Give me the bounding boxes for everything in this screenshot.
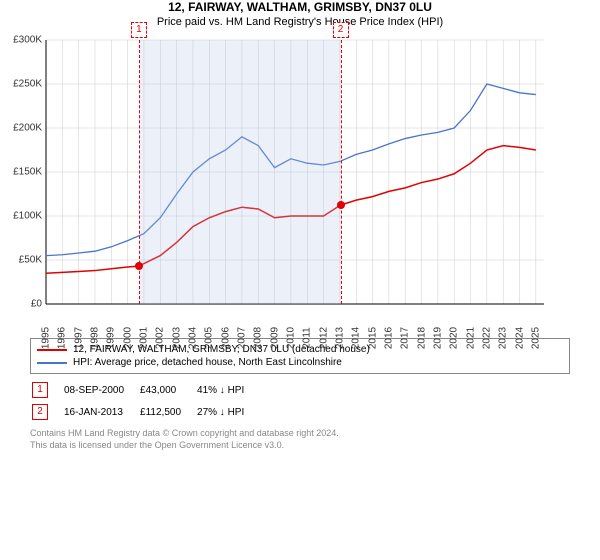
marker-badge: 1	[32, 382, 48, 398]
x-tick-label: 2016	[383, 327, 394, 349]
x-tick-label: 2018	[416, 327, 427, 349]
x-tick-label: 2025	[530, 327, 541, 349]
x-tick-label: 2019	[432, 327, 443, 349]
footer-line: Contains HM Land Registry data © Crown c…	[30, 428, 570, 440]
legend-swatch	[37, 362, 67, 364]
y-tick-label: £300K	[10, 35, 42, 46]
x-tick-label: 1997	[73, 327, 84, 349]
y-tick-label: £50K	[10, 255, 42, 266]
x-tick-label: 2002	[155, 327, 166, 349]
x-tick-label: 1998	[89, 327, 100, 349]
x-tick-label: 2006	[220, 327, 231, 349]
legend-row: HPI: Average price, detached house, Nort…	[37, 356, 563, 369]
x-tick-label: 2000	[122, 327, 133, 349]
x-tick-label: 2007	[236, 327, 247, 349]
legend-label: HPI: Average price, detached house, Nort…	[73, 357, 342, 368]
x-tick-label: 2009	[269, 327, 280, 349]
x-tick-label: 1996	[57, 327, 68, 349]
marker-table: 1 08-SEP-2000£43,00041% ↓ HPI 2 16-JAN-2013…	[30, 378, 260, 424]
footer-attribution: Contains HM Land Registry data © Crown c…	[30, 428, 570, 451]
chart-title: 12, FAIRWAY, WALTHAM, GRIMSBY, DN37 0LU	[0, 0, 600, 14]
x-tick-label: 2020	[449, 327, 460, 349]
x-tick-label: 2008	[253, 327, 264, 349]
marker-box: 1	[131, 22, 147, 38]
x-tick-label: 2023	[498, 327, 509, 349]
marker-delta: 41% ↓ HPI	[197, 380, 258, 400]
y-tick-label: £150K	[10, 167, 42, 178]
x-tick-label: 1995	[41, 327, 52, 349]
highlight-band	[139, 40, 341, 304]
marker-dot	[135, 262, 143, 270]
marker-price: £43,000	[140, 380, 195, 400]
x-tick-label: 2004	[187, 327, 198, 349]
marker-badge: 2	[32, 404, 48, 420]
x-tick-label: 2011	[302, 327, 313, 349]
x-tick-label: 2024	[514, 327, 525, 349]
x-tick-label: 2021	[465, 327, 476, 349]
x-tick-label: 2012	[318, 327, 329, 349]
marker-date: 08-SEP-2000	[64, 380, 138, 400]
x-tick-label: 2010	[285, 327, 296, 349]
y-tick-label: £100K	[10, 211, 42, 222]
chart-area: £0£50K£100K£150K£200K£250K£300K199519961…	[10, 34, 550, 334]
y-tick-label: £0	[10, 299, 42, 310]
x-tick-label: 2001	[138, 327, 149, 349]
y-tick-label: £250K	[10, 79, 42, 90]
x-tick-label: 1999	[106, 327, 117, 349]
marker-box: 2	[333, 22, 349, 38]
table-row: 2 16-JAN-2013£112,50027% ↓ HPI	[32, 402, 258, 422]
x-tick-label: 2015	[367, 327, 378, 349]
x-tick-label: 2005	[204, 327, 215, 349]
x-tick-label: 2003	[171, 327, 182, 349]
marker-date: 16-JAN-2013	[64, 402, 138, 422]
x-tick-label: 2014	[351, 327, 362, 349]
marker-vline	[341, 40, 342, 304]
table-row: 1 08-SEP-2000£43,00041% ↓ HPI	[32, 380, 258, 400]
y-tick-label: £200K	[10, 123, 42, 134]
x-tick-label: 2013	[334, 327, 345, 349]
marker-dot	[337, 201, 345, 209]
chart-subtitle: Price paid vs. HM Land Registry's House …	[0, 16, 600, 28]
footer-line: This data is licensed under the Open Gov…	[30, 440, 570, 452]
x-tick-label: 2022	[481, 327, 492, 349]
marker-delta: 27% ↓ HPI	[197, 402, 258, 422]
x-tick-label: 2017	[400, 327, 411, 349]
marker-price: £112,500	[140, 402, 195, 422]
